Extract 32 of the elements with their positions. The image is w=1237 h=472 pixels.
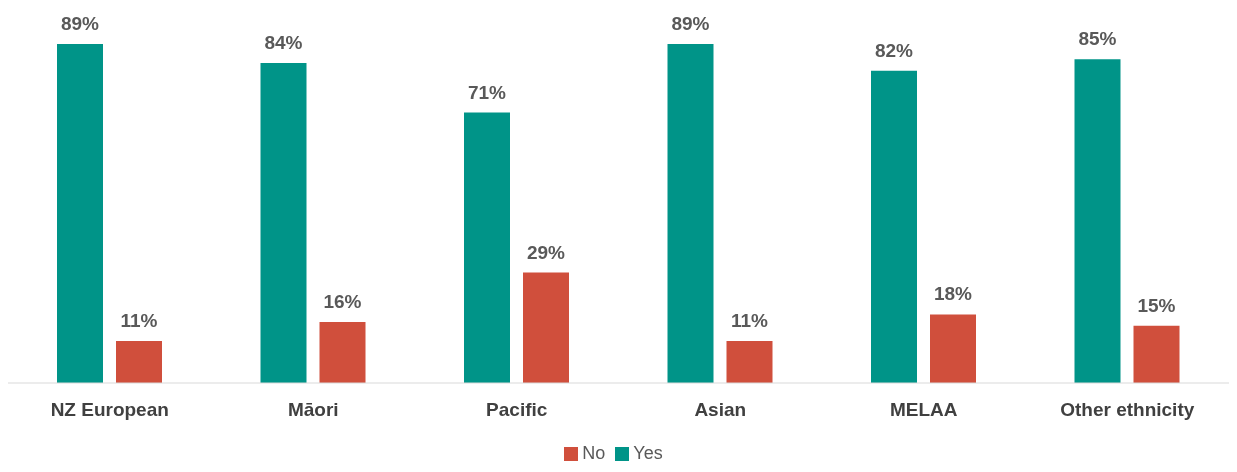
data-label: 29% [526, 241, 566, 263]
x-tick-label: Other ethnicity [1060, 399, 1195, 421]
bar [667, 44, 714, 383]
data-label: 11% [120, 310, 158, 332]
x-tick-label: Asian [694, 399, 747, 421]
bar [726, 341, 773, 383]
x-tick-label: Pacific [486, 399, 548, 421]
legend-label: Yes [633, 443, 663, 463]
data-label: 82% [874, 39, 914, 61]
data-label: 18% [933, 283, 973, 305]
legend-label: No [582, 443, 606, 463]
data-label: 11% [731, 310, 769, 332]
bar [116, 341, 162, 383]
bar [319, 322, 366, 383]
x-tick-label: NZ European [50, 399, 169, 421]
bar [1074, 59, 1121, 383]
bar [871, 70, 917, 383]
data-label: 84% [264, 32, 303, 54]
bar [523, 272, 569, 383]
data-label: 85% [1078, 28, 1117, 50]
x-tick-label: Māori [287, 399, 339, 421]
x-tick-label: MELAA [889, 399, 958, 421]
bar [1133, 325, 1180, 383]
data-label: 15% [1137, 294, 1176, 316]
bar [260, 63, 307, 383]
data-label: 16% [323, 291, 362, 313]
bar [57, 44, 103, 383]
data-label: 89% [60, 13, 100, 34]
data-label: 71% [467, 81, 507, 103]
data-label: 89% [671, 13, 710, 34]
bar [930, 314, 976, 383]
bar [464, 112, 510, 383]
